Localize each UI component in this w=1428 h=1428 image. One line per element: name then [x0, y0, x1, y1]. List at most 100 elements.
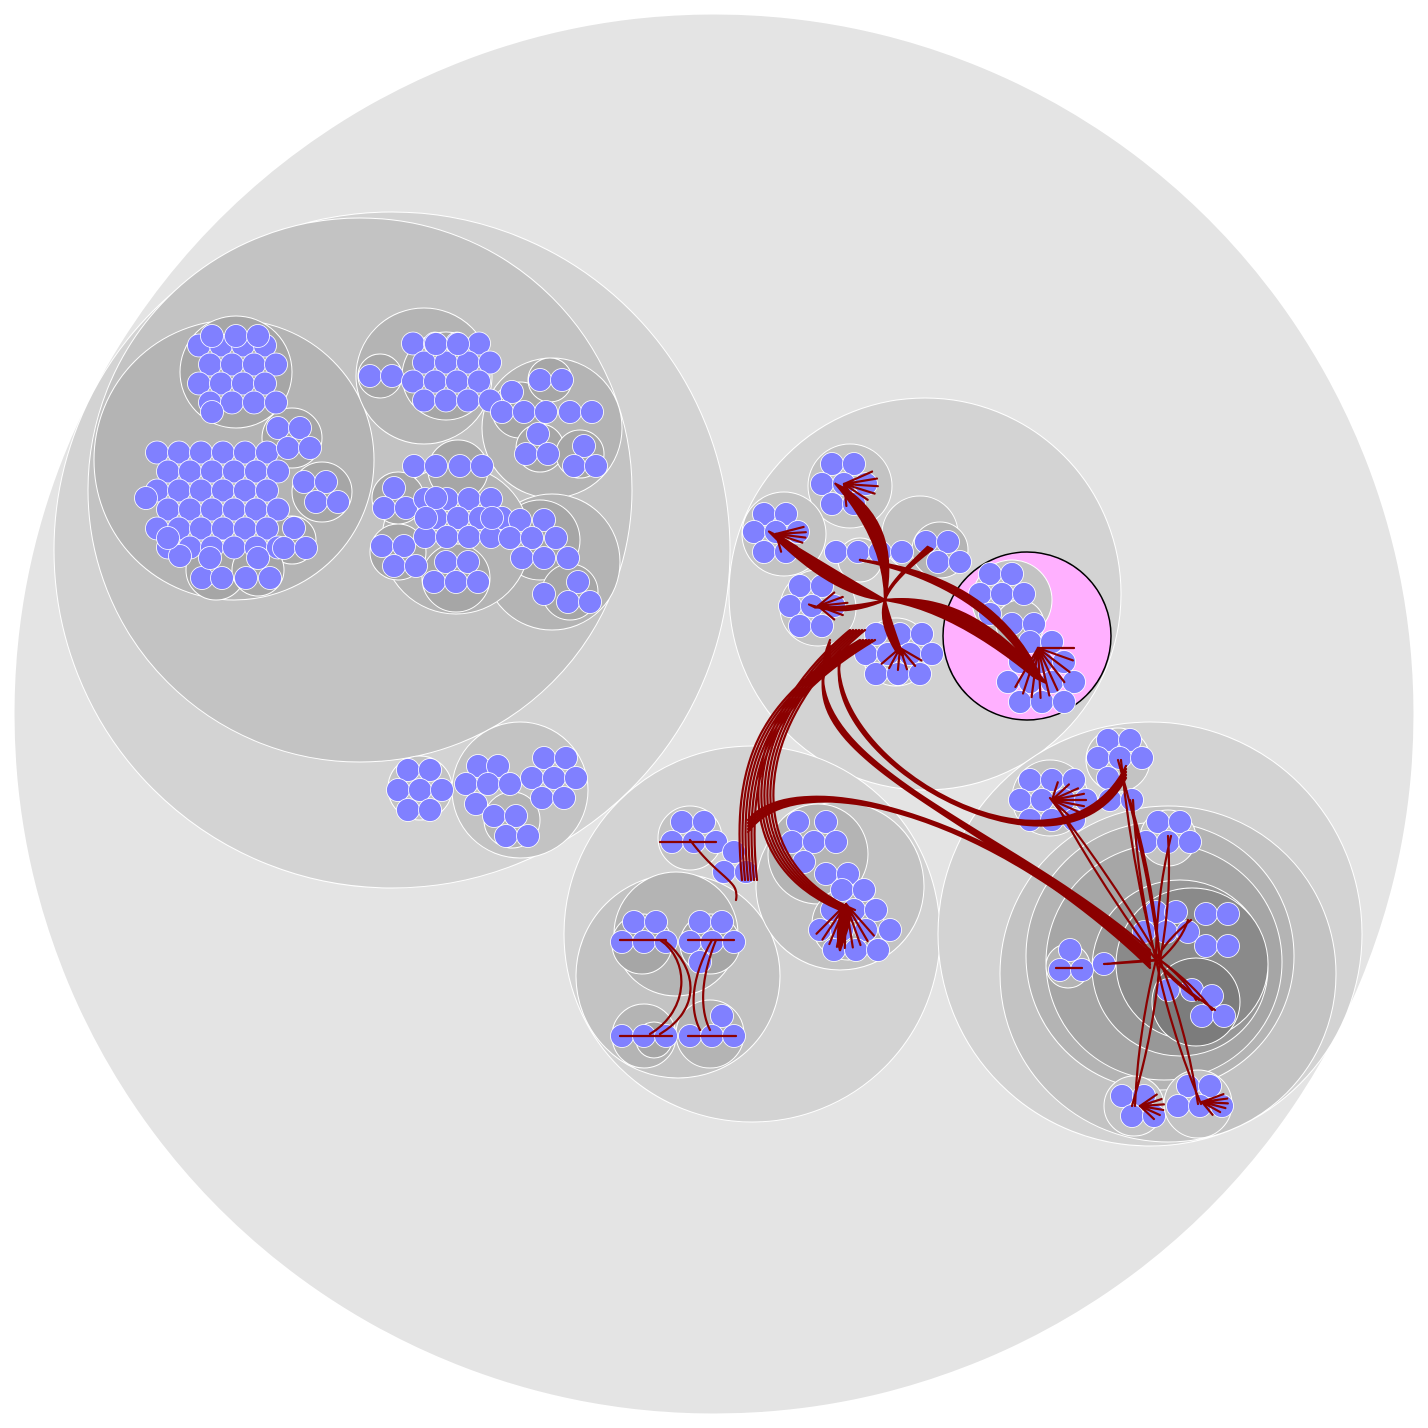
leaf-node[interactable]: [566, 570, 590, 594]
leaf-node[interactable]: [444, 570, 468, 594]
leaf-node[interactable]: [774, 502, 798, 526]
leaf-node[interactable]: [742, 520, 766, 544]
leaf-node[interactable]: [292, 470, 316, 494]
leaf-node[interactable]: [476, 772, 500, 796]
leaf-node[interactable]: [298, 436, 322, 460]
leaf-node[interactable]: [198, 546, 222, 570]
leaf-node[interactable]: [810, 472, 834, 496]
leaf-node[interactable]: [434, 550, 458, 574]
leaf-node[interactable]: [786, 810, 810, 834]
leaf-node[interactable]: [864, 662, 888, 686]
leaf-node[interactable]: [358, 364, 382, 388]
leaf-node[interactable]: [824, 540, 848, 564]
leaf-node[interactable]: [1048, 958, 1072, 982]
leaf-node[interactable]: [282, 516, 306, 540]
leaf-node[interactable]: [418, 758, 442, 782]
leaf-node[interactable]: [466, 570, 490, 594]
leaf-node[interactable]: [430, 778, 454, 802]
leaf-node[interactable]: [520, 526, 544, 550]
leaf-node[interactable]: [1086, 746, 1110, 770]
leaf-node[interactable]: [542, 766, 566, 790]
leaf-node[interactable]: [448, 454, 472, 478]
leaf-node[interactable]: [246, 546, 270, 570]
leaf-node[interactable]: [200, 400, 224, 424]
leaf-node[interactable]: [610, 930, 634, 954]
leaf-node[interactable]: [580, 400, 604, 424]
leaf-node[interactable]: [1052, 690, 1076, 714]
leaf-node[interactable]: [778, 594, 802, 618]
leaf-node[interactable]: [544, 526, 568, 550]
leaf-node[interactable]: [314, 470, 338, 494]
leaf-node[interactable]: [558, 400, 582, 424]
leaf-node[interactable]: [532, 746, 556, 770]
leaf-node[interactable]: [802, 830, 826, 854]
leaf-node[interactable]: [810, 614, 834, 638]
leaf-node[interactable]: [396, 758, 420, 782]
leaf-node[interactable]: [692, 810, 716, 834]
leaf-node[interactable]: [510, 546, 534, 570]
leaf-node[interactable]: [622, 910, 646, 934]
leaf-node[interactable]: [644, 910, 668, 934]
leaf-node[interactable]: [222, 535, 246, 560]
leaf-node[interactable]: [996, 670, 1020, 694]
leaf-node[interactable]: [1062, 670, 1086, 694]
leaf-node[interactable]: [688, 950, 712, 974]
leaf-node[interactable]: [678, 930, 702, 954]
leaf-node[interactable]: [210, 566, 234, 590]
leaf-node[interactable]: [508, 508, 532, 532]
leaf-node[interactable]: [242, 390, 266, 415]
leaf-node[interactable]: [490, 400, 514, 424]
leaf-node[interactable]: [264, 390, 288, 415]
leaf-node[interactable]: [255, 478, 279, 503]
leaf-node[interactable]: [392, 534, 416, 558]
leaf-node[interactable]: [820, 452, 844, 476]
leaf-node[interactable]: [1012, 582, 1036, 606]
leaf-node[interactable]: [1166, 1094, 1190, 1118]
leaf-node[interactable]: [326, 490, 350, 514]
leaf-node[interactable]: [820, 492, 844, 516]
leaf-node[interactable]: [424, 332, 448, 356]
leaf-node[interactable]: [1216, 934, 1240, 958]
leaf-node[interactable]: [1008, 690, 1032, 714]
leaf-node[interactable]: [294, 536, 318, 560]
leaf-node[interactable]: [908, 662, 932, 686]
leaf-node[interactable]: [824, 830, 848, 854]
leaf-node[interactable]: [1146, 810, 1170, 834]
leaf-node[interactable]: [556, 546, 580, 570]
leaf-node[interactable]: [422, 570, 446, 594]
leaf-node[interactable]: [412, 388, 436, 413]
leaf-node[interactable]: [512, 400, 536, 424]
leaf-node[interactable]: [258, 566, 282, 590]
leaf-node[interactable]: [814, 810, 838, 834]
leaf-node[interactable]: [1178, 830, 1202, 854]
leaf-node[interactable]: [456, 388, 480, 413]
leaf-node[interactable]: [168, 544, 192, 568]
leaf-node[interactable]: [632, 930, 656, 954]
leaf-node[interactable]: [224, 324, 248, 348]
leaf-node[interactable]: [266, 459, 290, 484]
leaf-node[interactable]: [978, 562, 1002, 586]
leaf-node[interactable]: [434, 388, 458, 413]
leaf-node[interactable]: [480, 506, 504, 530]
leaf-node[interactable]: [516, 824, 540, 848]
leaf-node[interactable]: [408, 778, 432, 802]
leaf-node[interactable]: [418, 798, 442, 822]
leaf-node[interactable]: [936, 530, 960, 554]
leaf-node[interactable]: [852, 878, 876, 902]
leaf-node[interactable]: [446, 332, 470, 356]
leaf-node[interactable]: [564, 766, 588, 790]
leaf-node[interactable]: [382, 554, 406, 578]
leaf-node[interactable]: [246, 324, 270, 348]
leaf-node[interactable]: [424, 454, 448, 478]
leaf-node[interactable]: [878, 918, 902, 942]
leaf-node[interactable]: [156, 526, 180, 550]
leaf-node[interactable]: [526, 422, 550, 446]
leaf-node[interactable]: [1198, 1074, 1222, 1098]
leaf-node[interactable]: [710, 910, 734, 934]
leaf-node[interactable]: [372, 496, 396, 520]
leaf-node[interactable]: [404, 554, 428, 578]
leaf-node[interactable]: [498, 526, 522, 550]
leaf-node[interactable]: [386, 778, 410, 802]
leaf-node[interactable]: [486, 754, 510, 778]
